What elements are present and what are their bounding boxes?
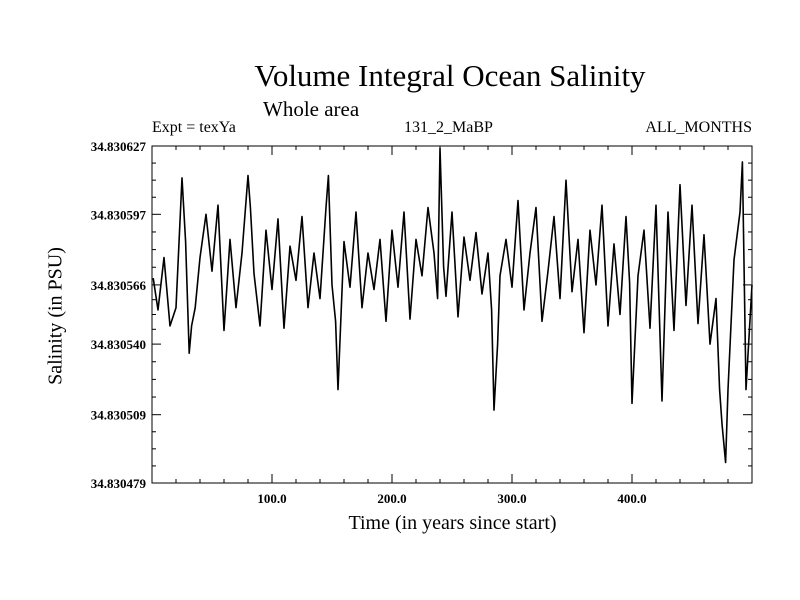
y-tick-label: 34.830509	[91, 408, 147, 423]
y-tick-label: 34.830597	[91, 207, 147, 222]
y-tick-label: 34.830566	[91, 278, 147, 293]
run-label: 131_2_MaBP	[404, 119, 493, 136]
chart-title: Volume Integral Ocean Salinity	[254, 58, 646, 93]
experiment-label: Expt = texYa	[152, 119, 236, 136]
y-tick-label: 34.830479	[91, 476, 147, 491]
x-axis-label: Time (in years since start)	[348, 512, 557, 534]
x-tick-label: 200.0	[377, 491, 406, 506]
x-tick-label: 100.0	[257, 491, 286, 506]
y-tick-label: 34.830540	[91, 337, 146, 352]
plot-frame	[151, 145, 753, 484]
months-label: ALL_MONTHS	[645, 119, 752, 136]
y-tick-label: 34.830627	[91, 139, 147, 154]
y-axis-label: Salinity (in PSU)	[44, 247, 67, 385]
salinity-series-line	[152, 147, 753, 464]
tick-labels: 100.0 200.0 300.0 400.0 34.830479 34.830509 34…	[91, 139, 647, 506]
chart-subtitle: Whole area	[263, 97, 360, 121]
x-tick-label: 400.0	[617, 491, 646, 506]
x-tick-label: 300.0	[497, 491, 526, 506]
axis-ticks	[152, 145, 752, 484]
